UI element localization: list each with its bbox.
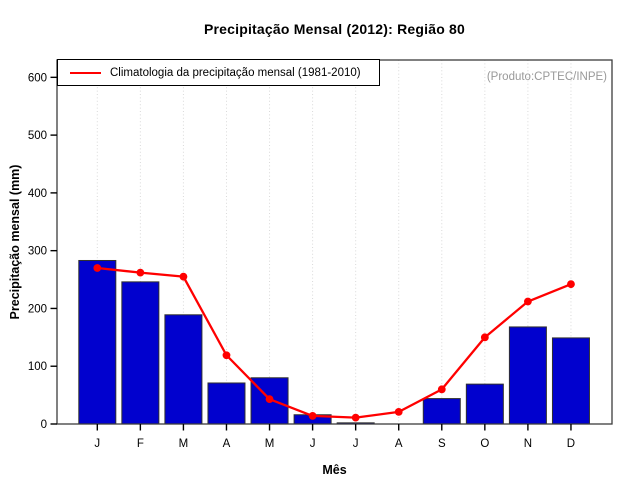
climatology-point xyxy=(308,412,317,420)
x-tick-label: A xyxy=(395,438,403,450)
y-tick-label: 300 xyxy=(28,246,47,258)
x-tick-label: N xyxy=(524,438,532,450)
climatology-point xyxy=(93,264,102,272)
chart-title: Precipitação Mensal (2012): Região 80 xyxy=(203,21,466,37)
x-tick-label: J xyxy=(310,438,316,450)
x-tick-label: S xyxy=(438,438,446,450)
climatology-point xyxy=(222,351,231,360)
y-axis-title: Precipitação mensal (mm) xyxy=(8,164,22,320)
climatology-point xyxy=(437,385,446,394)
climatology-point xyxy=(351,413,360,422)
bar-month-M xyxy=(164,314,203,425)
bar-month-O xyxy=(465,383,504,425)
y-tick-label: 100 xyxy=(28,361,47,373)
legend-line-swatch xyxy=(70,71,101,74)
x-tick-label: M xyxy=(265,438,275,450)
climatology-point xyxy=(480,333,489,342)
climatology-point xyxy=(265,395,274,404)
x-tick-label: J xyxy=(94,438,100,450)
climatology-point xyxy=(394,407,403,416)
x-axis-title: Mês xyxy=(322,463,347,477)
y-tick-label: 200 xyxy=(28,303,47,315)
y-tick-label: 400 xyxy=(28,188,47,200)
y-tick-label: 500 xyxy=(28,130,47,142)
x-tick-label: O xyxy=(480,438,489,450)
watermark-label: (Produto:CPTEC/INPE) xyxy=(486,71,607,83)
climatology-point xyxy=(136,268,145,277)
x-tick-label: F xyxy=(137,438,144,450)
bar-month-A xyxy=(207,382,246,425)
climatology-point xyxy=(567,280,575,289)
climatology-point xyxy=(524,297,532,306)
x-tick-label: J xyxy=(353,438,359,450)
bar-month-J xyxy=(78,259,117,425)
bar-month-S xyxy=(422,398,461,425)
bar-month-N xyxy=(508,326,547,425)
bar-month-F xyxy=(121,281,160,425)
bar-month-D xyxy=(551,337,590,425)
x-tick-label: D xyxy=(567,438,575,450)
y-tick-label: 600 xyxy=(28,72,47,84)
climatology-point xyxy=(179,272,188,281)
y-tick-label: 0 xyxy=(41,419,47,431)
x-tick-label: M xyxy=(179,438,189,450)
legend-label: Climatologia da precipitação mensal (198… xyxy=(110,66,361,79)
x-tick-label: A xyxy=(223,438,231,450)
climatology-line xyxy=(96,266,573,419)
legend: Climatologia da precipitação mensal (198… xyxy=(57,59,380,86)
